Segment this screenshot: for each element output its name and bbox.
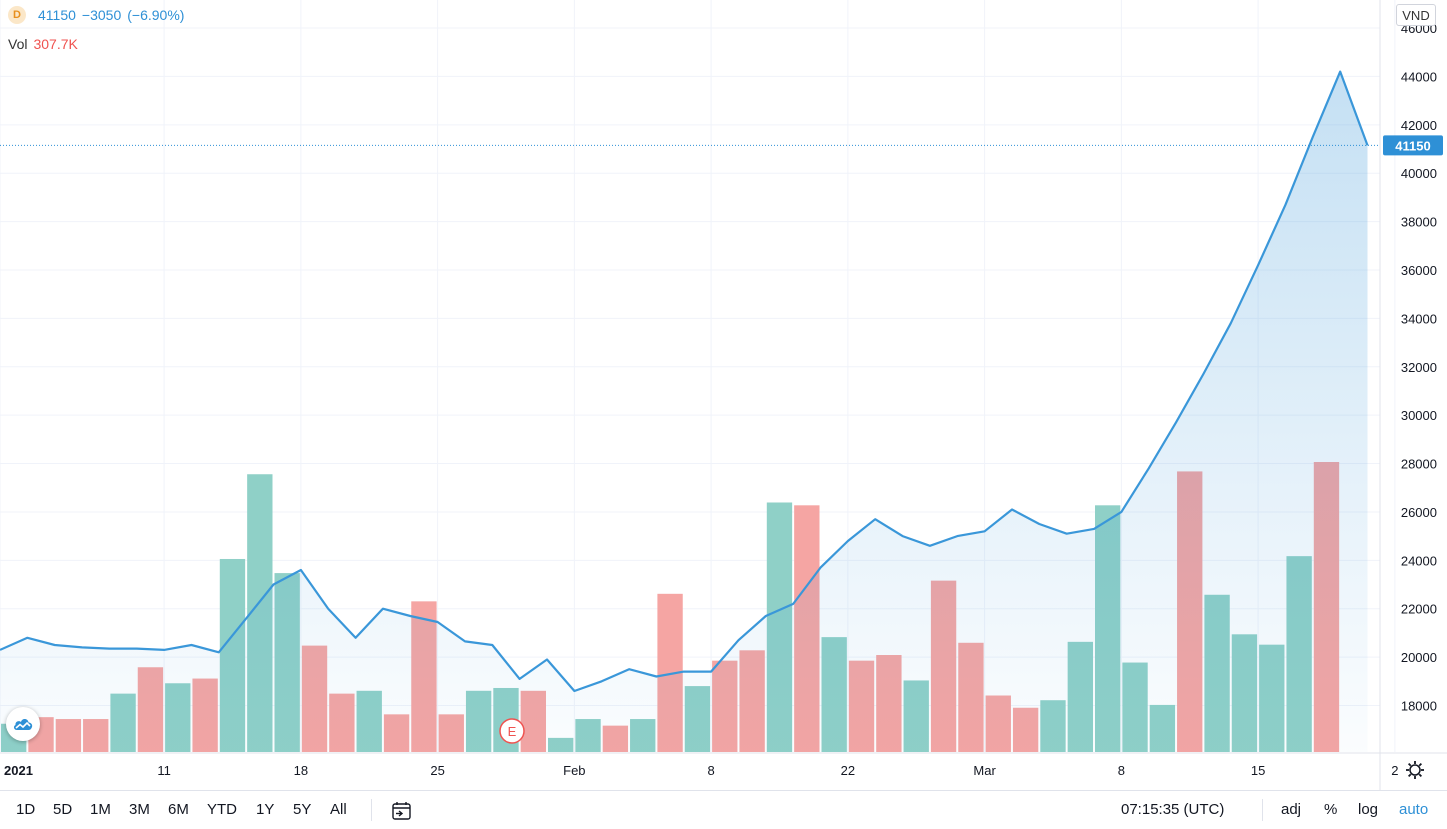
legend-change-pct: (−6.90%) (127, 7, 185, 23)
price-area-fill (0, 71, 1368, 753)
range-5d-button[interactable]: 5D (53, 801, 73, 818)
y-tick-label: 36000 (1401, 263, 1437, 278)
price-line (0, 70, 1369, 693)
gear-icon (1406, 761, 1424, 779)
gear-icon-tooth (1418, 762, 1423, 767)
gear-icon-ring (1409, 764, 1421, 776)
volume-label: Vol (8, 36, 28, 52)
y-tick-label: 18000 (1401, 699, 1437, 714)
x-tick-label: 22 (841, 763, 855, 778)
bottom-toolbar: 1D 5D 1M 3M 6M YTD 1Y 5Y All 07:15:35 (U… (0, 790, 1447, 829)
price-chart-svg[interactable]: 18000 20000 22000 24000 26000 28000 30000 32000… (0, 0, 1447, 790)
price-legend: D 41150 −3050 (−6.90%) (8, 6, 184, 24)
y-tick-label: 28000 (1401, 457, 1437, 472)
price-area (0, 71, 1368, 753)
x-tick-label: Feb (563, 763, 585, 778)
x-tick-label: 25 (430, 763, 444, 778)
range-ytd-button[interactable]: YTD (207, 801, 237, 818)
percent-toggle[interactable]: % (1324, 801, 1338, 818)
gear-icon-tooth (1418, 773, 1423, 778)
auto-toggle[interactable]: auto (1399, 801, 1429, 818)
x-tick-label: Mar (973, 763, 996, 778)
toolbar-divider (371, 799, 372, 821)
y-tick-label: 34000 (1401, 311, 1437, 326)
y-tick-label: 20000 (1401, 650, 1437, 665)
legend-change: −3050 (81, 7, 122, 23)
earnings-marker (499, 718, 525, 744)
currency-button[interactable]: VND (1396, 4, 1436, 26)
tradingview-logo-button[interactable] (6, 707, 40, 741)
range-5y-button[interactable]: 5Y (293, 801, 312, 818)
legend-price: 41150 (38, 7, 76, 23)
x-tick-label: 8 (1118, 763, 1125, 778)
y-tick-label: 32000 (1401, 360, 1437, 375)
tradingview-cloud-icon (13, 719, 33, 730)
x-tick-label: 2021 (4, 763, 33, 778)
range-1m-button[interactable]: 1M (90, 801, 111, 818)
y-tick-label: 38000 (1401, 215, 1437, 230)
x-tick-label: 2 (1391, 763, 1398, 778)
y-tick-label: 40000 (1401, 166, 1437, 181)
y-axis[interactable]: 18000 20000 22000 24000 26000 28000 30000 32000… (1379, 0, 1443, 790)
y-tick-label: 42000 (1401, 118, 1437, 133)
toolbar-divider (1262, 799, 1263, 821)
y-tick-label: 24000 (1401, 553, 1437, 568)
calendar-range-icon (392, 802, 411, 820)
range-1y-button[interactable]: 1Y (256, 801, 275, 818)
x-tick-label: 11 (157, 763, 171, 778)
x-axis[interactable]: 2021 11 18 25 Feb 8 22 Mar 8 15 2 (0, 752, 1447, 779)
last-price-badge (1383, 135, 1443, 156)
symbol-badge[interactable]: D (8, 6, 26, 24)
earnings-marker-label: E (508, 724, 517, 739)
gear-icon-tooth (1407, 773, 1412, 778)
markers: E (0, 144, 1380, 744)
range-6m-button[interactable]: 6M (168, 801, 189, 818)
price-line-layer (0, 70, 1369, 693)
y-tick-label: 30000 (1401, 408, 1437, 423)
range-all-button[interactable]: All (330, 801, 347, 818)
gear-icon-tooth (1407, 762, 1412, 767)
utc-clock[interactable]: 07:15:35 (UTC) (1121, 801, 1225, 818)
y-tick-label: 44000 (1401, 69, 1437, 84)
x-tick-label: 15 (1251, 763, 1265, 778)
x-tick-label: 8 (707, 763, 714, 778)
range-3m-button[interactable]: 3M (129, 801, 150, 818)
y-tick-label: 26000 (1401, 505, 1437, 520)
volume-value: 307.7K (33, 36, 78, 52)
adj-toggle[interactable]: adj (1281, 801, 1302, 818)
x-tick-label: 18 (294, 763, 308, 778)
calendar-range-button[interactable] (391, 800, 413, 826)
range-1d-button[interactable]: 1D (16, 801, 36, 818)
log-toggle[interactable]: log (1358, 801, 1379, 818)
last-price-label: 41150 (1395, 138, 1430, 153)
volume-legend: Vol 307.7K (8, 36, 78, 52)
y-tick-label: 22000 (1401, 602, 1437, 617)
